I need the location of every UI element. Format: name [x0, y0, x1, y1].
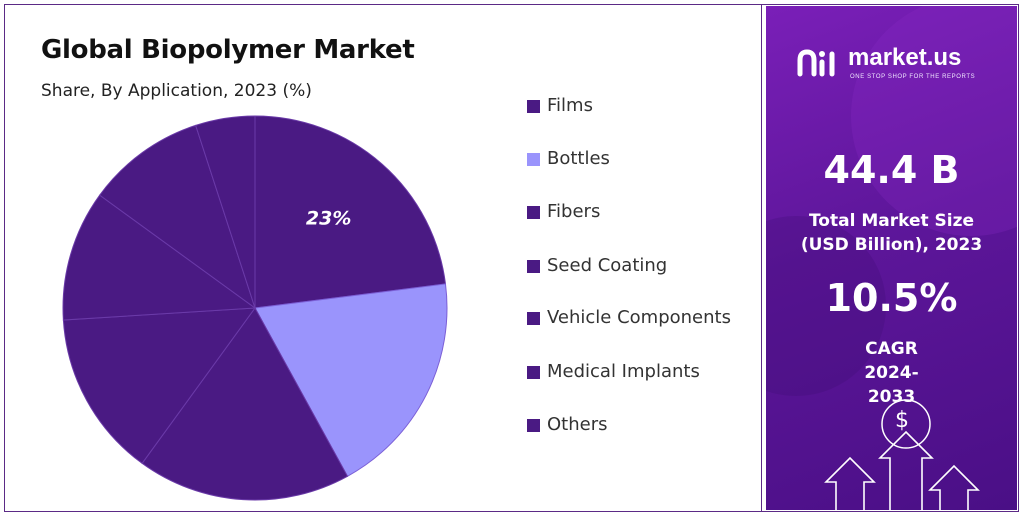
legend-swatch	[527, 366, 540, 379]
brand-name: market.us	[848, 44, 962, 71]
legend-swatch	[527, 153, 540, 166]
legend-item-seed-coating: Seed Coating	[527, 251, 737, 280]
legend-item-films: Films	[527, 91, 737, 120]
summary-panel: $ market.us ONE STOP SHOP FOR THE REPORT…	[766, 6, 1017, 510]
legend-swatch	[527, 206, 540, 219]
chart-subtitle: Share, By Application, 2023 (%)	[41, 81, 312, 101]
growth-arrows-icon	[824, 430, 980, 510]
legend-label: Fibers	[547, 201, 601, 222]
market-size-label: Total Market Size (USD Billion), 2023	[800, 211, 983, 255]
chart-panel: Global Biopolymer Market Share, By Appli…	[5, 5, 762, 511]
pie-slice-vehicle-components	[62, 194, 257, 321]
legend-swatch	[527, 260, 540, 273]
legend-swatch	[527, 312, 540, 325]
chart-title: Global Biopolymer Market	[41, 35, 415, 65]
legend-label: Medical Implants	[547, 361, 700, 382]
pie-slice-bottles	[254, 283, 448, 477]
dollar-symbol: $	[895, 408, 909, 433]
pie-slice-others	[195, 115, 256, 309]
market-us-logo-icon	[797, 49, 835, 77]
legend-item-medical-implants: Medical Implants	[527, 357, 737, 386]
dollar-coin-icon	[881, 399, 931, 449]
pie-slice-medical-implants	[98, 124, 256, 310]
background-decoration	[766, 6, 1017, 510]
cagr-value: 10.5%	[825, 276, 958, 320]
legend-item-bottles: Bottles	[527, 144, 737, 173]
legend-label: Films	[547, 95, 593, 116]
brand-logo: market.us ONE STOP SHOP FOR THE REPORTS	[796, 44, 996, 84]
legend-item-fibers: Fibers	[527, 197, 737, 226]
legend-item-vehicle-components: Vehicle Components	[527, 303, 737, 332]
pie-slice-films	[254, 115, 447, 309]
legend-label: Bottles	[547, 148, 610, 169]
legend-swatch	[527, 100, 540, 113]
legend-swatch	[527, 419, 540, 432]
brand-tagline: ONE STOP SHOP FOR THE REPORTS	[850, 74, 976, 80]
data-label-films: 23%	[306, 207, 351, 229]
legend-label: Vehicle Components	[547, 307, 731, 328]
pie-slice-fibers	[141, 307, 349, 501]
legend-label: Others	[547, 414, 608, 435]
legend-label: Seed Coating	[547, 255, 668, 276]
market-size-value: 44.4 B	[823, 148, 960, 192]
pie-slice-seed-coating	[62, 307, 257, 465]
pie-chart: 23%	[62, 115, 448, 501]
cagr-label: CAGR 2024-2033	[864, 339, 919, 407]
legend-item-others: Others	[527, 410, 737, 439]
